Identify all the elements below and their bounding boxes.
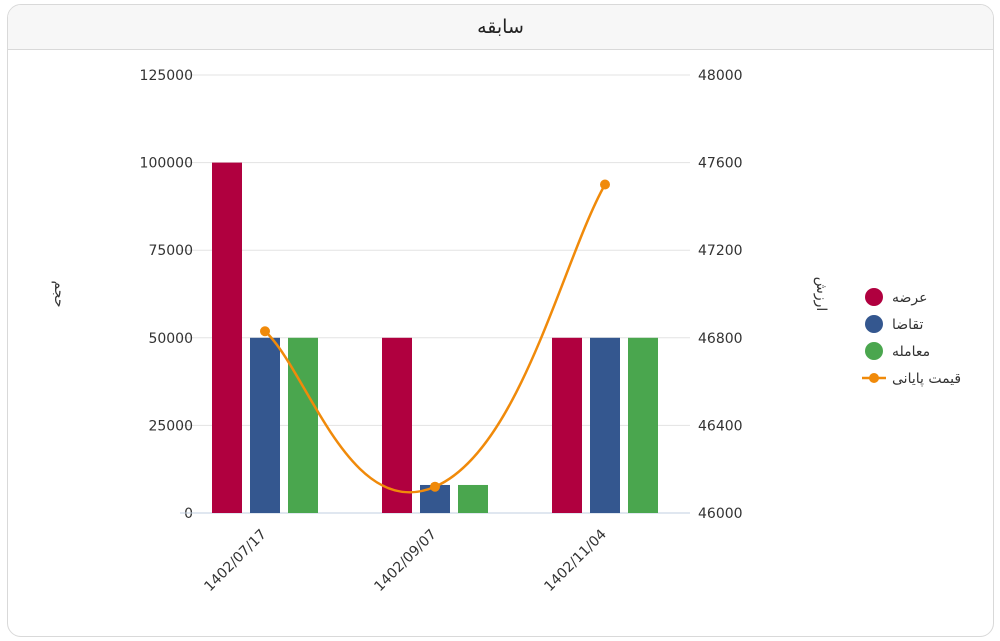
right-tick-label: 46000 xyxy=(698,506,743,522)
chart-title: سابقه xyxy=(477,16,524,38)
legend-label-1[interactable]: تقاضا xyxy=(892,317,924,333)
left-tick-label: 75000 xyxy=(148,243,193,259)
left-tick-label: 50000 xyxy=(148,331,193,347)
left-tick-label: 100000 xyxy=(140,156,193,172)
legend-swatch-1 xyxy=(865,315,883,333)
x-tick-label: 1402/09/07 xyxy=(371,527,439,595)
left-tick-label: 125000 xyxy=(140,68,193,84)
left-tick-label: 0 xyxy=(184,506,193,522)
right-tick-label: 47600 xyxy=(698,156,743,172)
legend-label-3[interactable]: قیمت پایانی xyxy=(892,371,961,387)
bar-1-2[interactable] xyxy=(590,337,620,513)
x-axis-ticks: 1402/07/17 1402/09/07 1402/11/04 xyxy=(201,526,609,594)
bar-2-0[interactable] xyxy=(288,337,318,513)
legend-swatch-0 xyxy=(865,288,883,306)
right-tick-label: 48000 xyxy=(698,68,743,84)
legend-swatch-2 xyxy=(865,342,883,360)
right-axis-title: ارزش xyxy=(813,277,829,312)
chart-card: سابقه xyxy=(7,4,994,637)
line-series xyxy=(260,179,610,494)
left-axis-ticks: 0 25000 50000 75000 100000 125000 xyxy=(140,68,193,522)
legend-label-2[interactable]: معامله xyxy=(892,344,930,360)
bar-1-0[interactable] xyxy=(250,337,280,513)
bar-0-1[interactable] xyxy=(382,337,412,513)
right-axis-ticks: 46000 46400 46800 47200 47600 48000 xyxy=(698,68,743,522)
legend: عرضه تقاضا معامله قیمت پایانی xyxy=(862,288,961,387)
line-point-0[interactable] xyxy=(260,326,270,337)
bar-2-1[interactable] xyxy=(458,484,488,513)
card-header: سابقه xyxy=(8,5,993,50)
right-tick-label: 46400 xyxy=(698,418,743,434)
bar-0-2[interactable] xyxy=(552,337,582,513)
bar-group xyxy=(212,162,658,513)
line-point-1[interactable] xyxy=(430,481,440,492)
x-tick-label: 1402/11/04 xyxy=(541,526,609,594)
bar-0-0[interactable] xyxy=(212,162,242,513)
x-tick-label: 1402/07/17 xyxy=(201,527,269,595)
legend-point-symbol xyxy=(869,373,879,383)
right-tick-label: 47200 xyxy=(698,243,743,259)
left-tick-label: 25000 xyxy=(148,418,193,434)
line-point-2[interactable] xyxy=(600,179,610,190)
bar-2-2[interactable] xyxy=(628,337,658,513)
left-axis-title: حجم xyxy=(51,280,67,307)
legend-label-0[interactable]: عرضه xyxy=(892,290,927,306)
right-tick-label: 46800 xyxy=(698,331,743,347)
